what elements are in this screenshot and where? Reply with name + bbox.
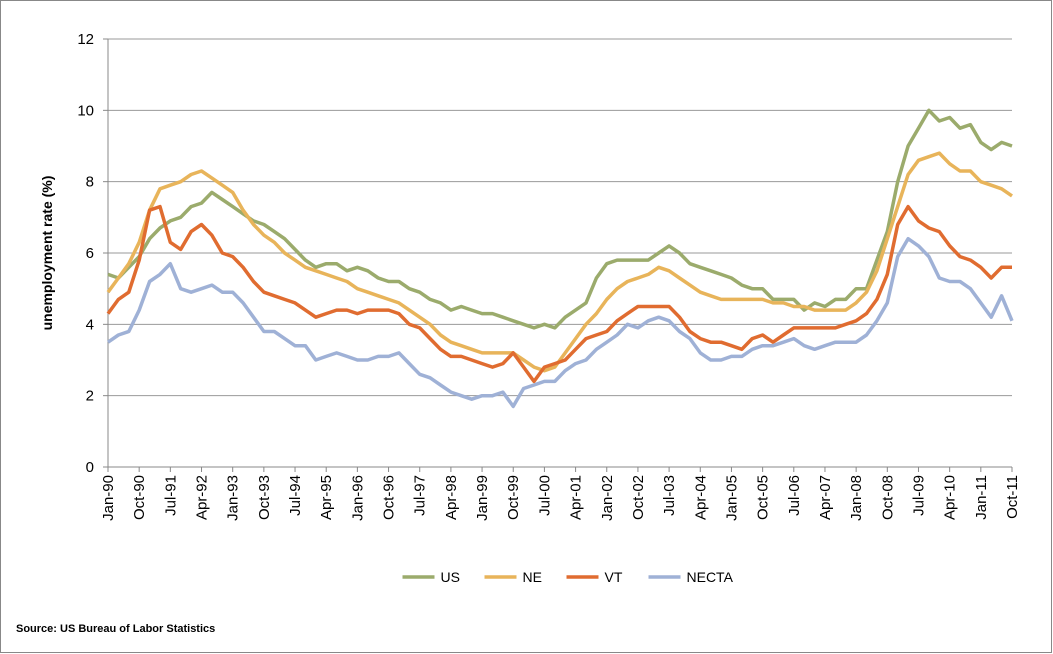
series-line: [107, 108, 1013, 330]
x-tick-label: Apr-10: [942, 475, 959, 520]
x-tick-label: Jan-93: [225, 475, 242, 521]
x-tick-label: Jul-91: [162, 475, 179, 516]
x-tick-label: Jan-11: [973, 475, 990, 520]
x-tick-label: Oct-99: [505, 475, 522, 520]
x-tick-label: Apr-92: [194, 475, 211, 520]
x-tick-label: Apr-95: [318, 475, 335, 520]
x-tick-label: Apr-98: [443, 475, 460, 520]
x-tick-label: Jan-96: [349, 475, 366, 521]
y-tick-label: 8: [86, 174, 94, 191]
x-tick-label: Jul-06: [786, 475, 803, 516]
x-tick-label: Jan-05: [723, 475, 740, 521]
x-tick-label: Oct-05: [755, 475, 772, 520]
x-tick-label: Jan-08: [848, 475, 865, 521]
x-tick-label: Oct-90: [131, 475, 148, 520]
x-tick-label: Jan-99: [474, 475, 491, 521]
legend-label: NECTA: [687, 569, 734, 585]
x-tick-label: Jul-94: [287, 475, 304, 516]
x-tick-label: Oct-08: [879, 475, 896, 520]
x-tick-label: Jan-90: [100, 475, 117, 521]
legend-label: NE: [523, 569, 542, 585]
x-tick-label: Oct-93: [256, 475, 273, 520]
x-tick-label: Jul-09: [910, 475, 927, 516]
x-tick-label: Oct-11: [1004, 475, 1021, 519]
source-note: Source: US Bureau of Labor Statistics: [16, 623, 215, 635]
y-axis-label: unemployment rate (%): [39, 176, 55, 331]
x-tick-label: Jul-00: [536, 475, 553, 516]
y-tick-label: 12: [77, 31, 94, 48]
series-line: [106, 204, 1012, 384]
x-tick-label: Apr-01: [568, 475, 585, 520]
x-tick-label: Apr-04: [692, 475, 709, 520]
y-tick-label: 0: [86, 459, 94, 476]
y-tick-label: 6: [86, 245, 94, 262]
series-line: [107, 236, 1014, 409]
x-tick-label: Oct-96: [381, 475, 398, 520]
x-tick-label: Jul-97: [412, 475, 429, 516]
y-tick-label: 10: [77, 102, 94, 119]
x-tick-label: Jan-02: [599, 475, 616, 521]
y-tick-label: 2: [86, 388, 94, 405]
legend-label: US: [441, 569, 460, 585]
x-tick-label: Jul-03: [661, 475, 678, 516]
x-tick-label: Oct-02: [630, 475, 647, 520]
y-tick-label: 4: [86, 316, 94, 333]
legend-label: VT: [605, 569, 623, 585]
x-tick-label: Apr-07: [817, 475, 834, 520]
